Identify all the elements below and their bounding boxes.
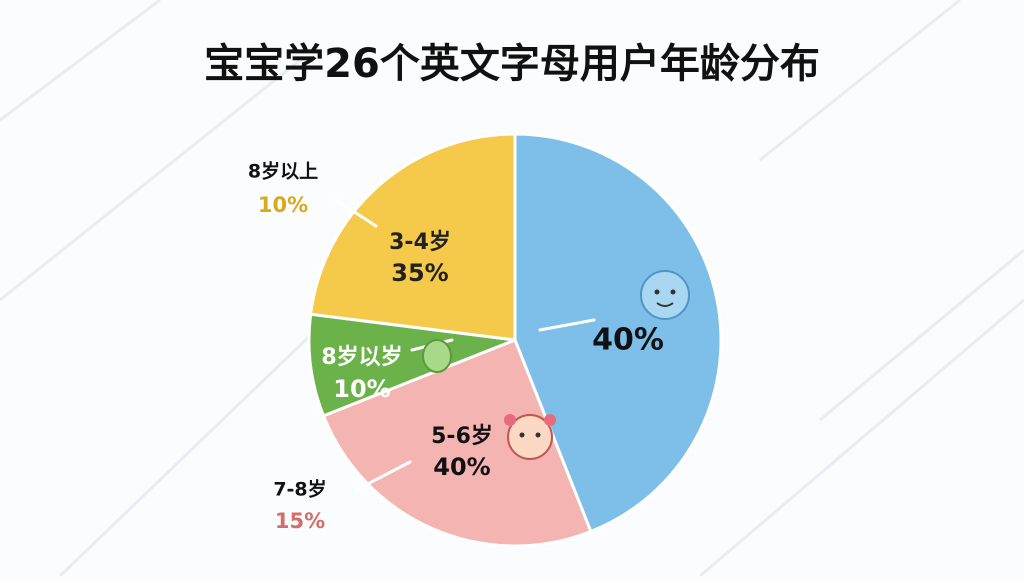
category-label: 3-4岁 [389,229,451,255]
chart-title: 宝宝学26个英文字母用户年龄分布 [204,41,820,87]
annotation: 7-8岁 [273,478,326,501]
icons [422,270,690,460]
annotation: 15% [275,509,325,533]
labels: 5-6岁 8岁以岁 3-4岁 40% 40% 10% 35% 8岁以上 10% 7-8岁 15% [248,160,664,534]
annotation: 40% [592,323,664,358]
annotation: 10% [258,193,308,217]
annotation: 35% [391,259,448,287]
annotation: 40% [433,453,490,481]
pie [307,132,723,548]
pie-slice [308,132,517,342]
pie-slice [321,338,593,548]
annotation: 10% [333,375,390,403]
category-label: 8岁以岁 [321,344,402,370]
pie-slice [307,312,516,418]
pie-slice [513,132,723,534]
annotation: 8岁以上 [248,160,318,183]
category-label: 5-6岁 [431,423,493,449]
